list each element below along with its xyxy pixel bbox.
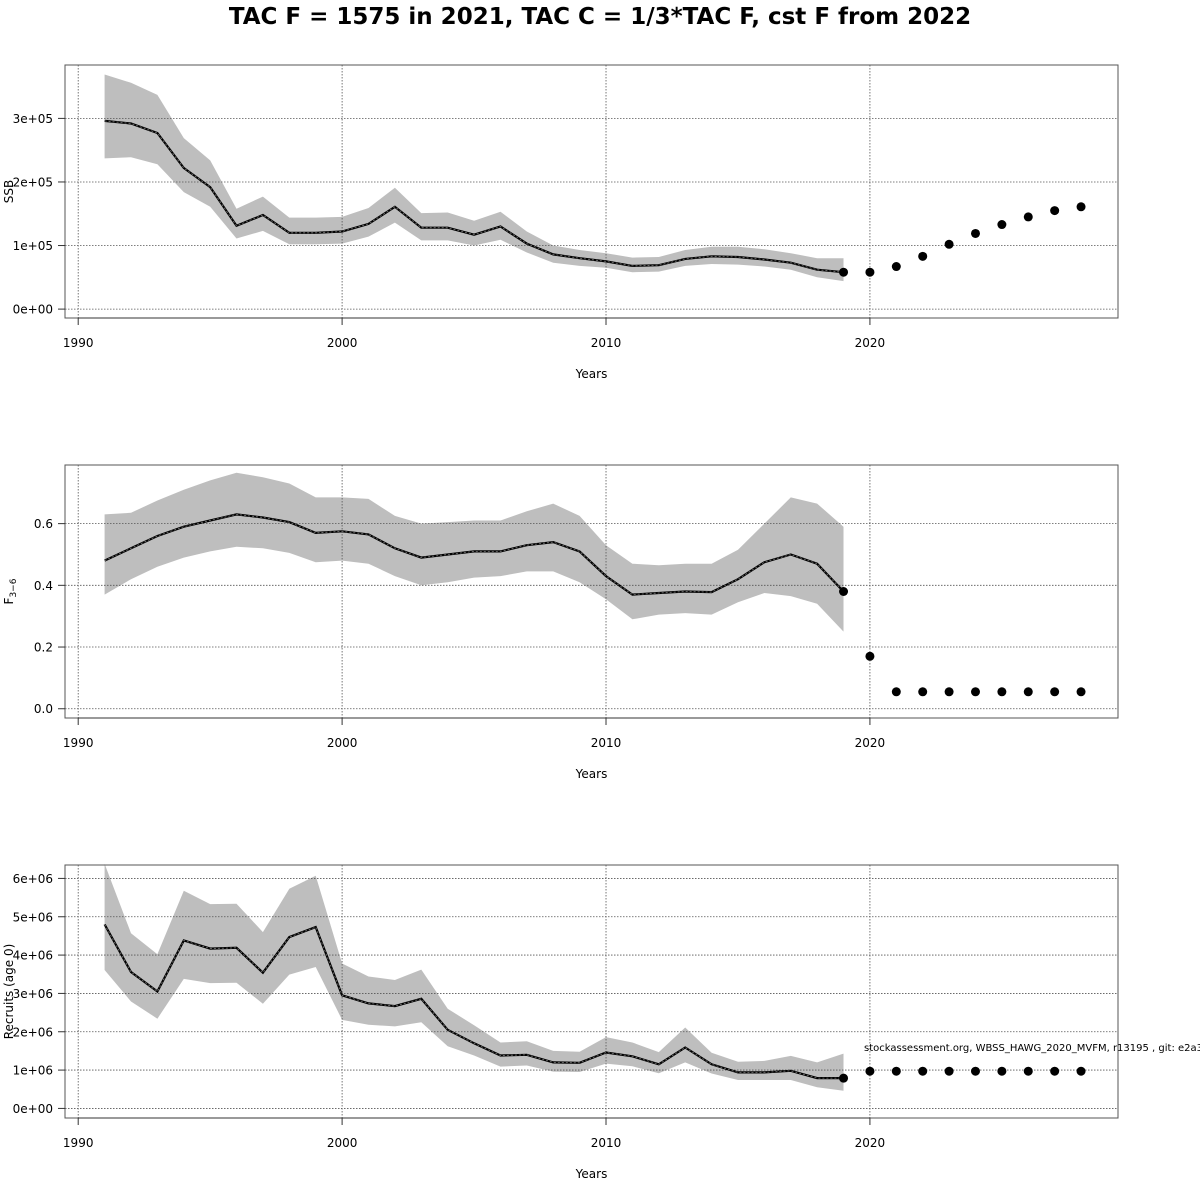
x-axis-label: Years <box>575 767 608 781</box>
projection-point <box>1076 687 1086 697</box>
y-axis: 0e+00 1e+05 2e+05 3e+05 SSB <box>2 112 65 317</box>
panel-ssb: 1990 2000 2010 2020 Years 0e+00 1e+05 2e+05 3e+0… <box>2 64 1119 381</box>
projection-point <box>997 687 1007 697</box>
y-tick-label: 4e+06 <box>13 949 53 963</box>
projection-point <box>944 1066 954 1076</box>
projection-point <box>944 687 954 697</box>
projection-point <box>891 262 901 272</box>
x-axis: 1990 2000 2010 2020 Years <box>63 1117 886 1181</box>
projection-point <box>1023 212 1033 222</box>
x-tick-label: 2000 <box>327 1136 358 1150</box>
y-tick-label: 0.4 <box>34 579 53 593</box>
projection-point <box>1050 206 1060 216</box>
projection-point <box>918 251 928 261</box>
projection-point <box>918 687 928 697</box>
projection-point <box>839 587 849 596</box>
projection-point <box>1050 1066 1060 1076</box>
y-tick-label: 2e+05 <box>13 175 53 189</box>
y-tick-label: 5e+06 <box>13 910 53 924</box>
x-tick-label: 2010 <box>591 336 622 350</box>
y-tick-label: 0.6 <box>34 517 53 531</box>
y-axis: 0.0 0.2 0.4 0.6 F3−6 <box>2 517 65 716</box>
panel-fbar: 1990 2000 2010 2020 Years 0.0 0.2 0.4 0.6 F3−6 <box>2 464 1119 781</box>
x-tick-label: 1990 <box>63 336 94 350</box>
x-axis: 1990 2000 2010 2020 Years <box>63 717 886 781</box>
projection-point <box>997 220 1007 230</box>
y-axis: 0e+00 1e+06 2e+06 3e+06 4e+06 5e+06 6e+06 Recru… <box>2 872 65 1116</box>
projection-point <box>1050 687 1060 697</box>
y-axis-label: Recruits (age 0) <box>2 944 16 1040</box>
x-tick-label: 2000 <box>327 336 358 350</box>
projection-point <box>944 239 954 249</box>
plot-frame <box>64 864 1119 1119</box>
y-tick-label: 0e+00 <box>13 303 53 317</box>
y-tick-label: 3e+05 <box>13 112 53 126</box>
estimate-line-dash <box>104 924 844 1079</box>
projection-point <box>970 687 980 697</box>
x-tick-label: 2010 <box>591 1136 622 1150</box>
confidence-band <box>104 863 844 1091</box>
projection-point <box>865 267 875 277</box>
y-tick-label: 3e+06 <box>13 987 53 1001</box>
y-axis-label: SSB <box>2 180 16 203</box>
x-axis-label: Years <box>575 1167 608 1181</box>
x-tick-label: 2020 <box>855 336 886 350</box>
projection-point <box>865 651 875 661</box>
projection-point <box>839 1073 849 1083</box>
footnote: stockassessment.org, WBSS_HAWG_2020_MVFM… <box>864 1043 1200 1054</box>
y-tick-label: 1e+05 <box>13 239 53 253</box>
y-tick-label: 1e+06 <box>13 1064 53 1078</box>
projection-point <box>865 1066 875 1076</box>
projection-point <box>970 228 980 238</box>
projection-point <box>1023 1066 1033 1076</box>
panels: 1990 2000 2010 2020 Years 0e+00 1e+05 2e+05 3e+0… <box>2 64 1119 1181</box>
projection-point <box>918 1066 928 1076</box>
x-tick-label: 2010 <box>591 736 622 750</box>
y-axis-label: F3−6 <box>2 578 19 604</box>
y-tick-label: 0.2 <box>34 641 53 655</box>
projection-point <box>1023 687 1033 697</box>
x-tick-label: 2000 <box>327 736 358 750</box>
estimate-line-dash <box>104 120 844 273</box>
projection-point <box>997 1066 1007 1076</box>
projection-point <box>1076 202 1086 212</box>
y-tick-label: 0e+00 <box>13 1102 53 1116</box>
projection-point <box>1076 1066 1086 1076</box>
y-tick-label: 0.0 <box>34 702 53 716</box>
x-axis-label: Years <box>575 367 608 381</box>
x-tick-label: 2020 <box>855 1136 886 1150</box>
y-tick-label: 6e+06 <box>13 872 53 886</box>
x-tick-label: 2020 <box>855 736 886 750</box>
projection-point <box>891 687 901 697</box>
chart-title: TAC F = 1575 in 2021, TAC C = 1/3*TAC F,… <box>229 4 971 30</box>
confidence-band <box>104 74 844 282</box>
panel-recruits: 1990 2000 2010 2020 Years 0e+00 1e+06 2e+06 3e+0… <box>2 863 1119 1181</box>
projection-point <box>970 1066 980 1076</box>
x-tick-label: 1990 <box>63 1136 94 1150</box>
y-tick-label: 2e+06 <box>13 1025 53 1039</box>
estimate-line <box>104 513 845 596</box>
projection-point <box>891 1066 901 1076</box>
projection-point <box>839 267 849 277</box>
x-axis: 1990 2000 2010 2020 Years <box>63 317 886 381</box>
x-tick-label: 1990 <box>63 736 94 750</box>
